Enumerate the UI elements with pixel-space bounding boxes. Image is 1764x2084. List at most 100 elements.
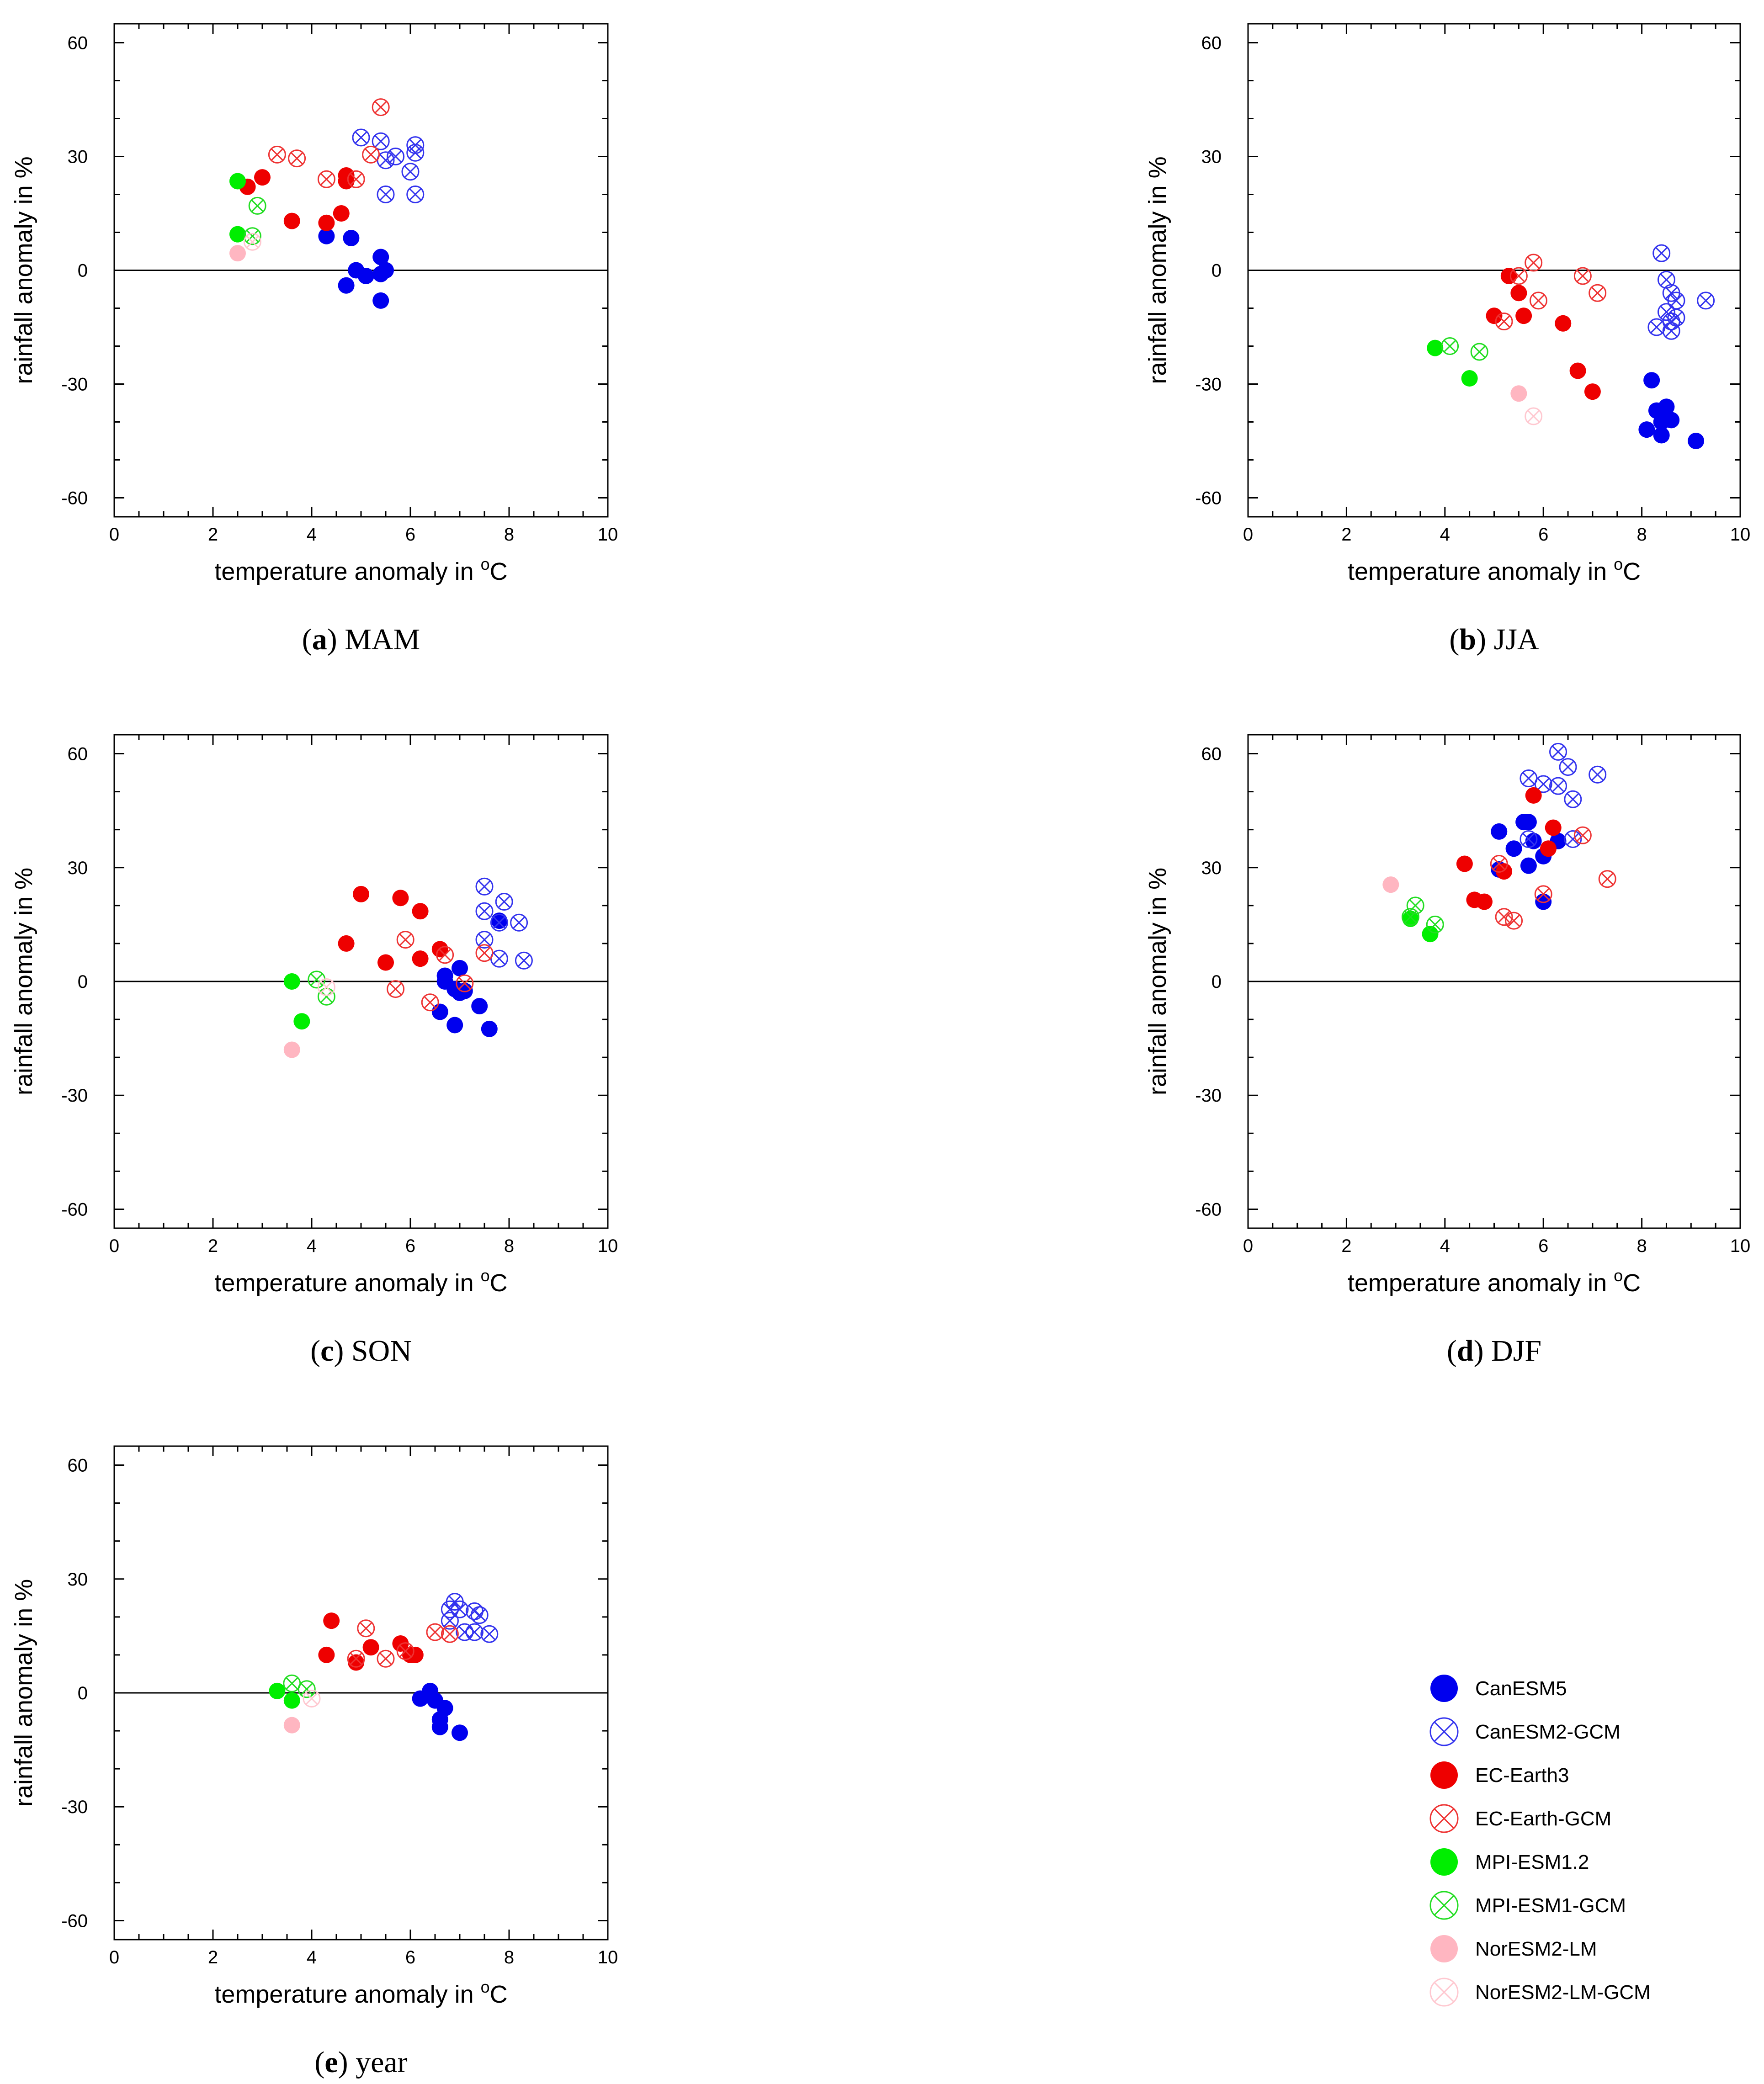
series-ec-earth-gcm [387,931,494,1012]
panel-a: 0 2 4 6 8 10 60 30 0 -30 -60 temperature anomaly in… [10,23,618,656]
panel-caption: (b) JJA [1449,623,1539,656]
series-canesm2-gcm [1520,742,1607,848]
legend-label: EC-Earth3 [1475,1764,1569,1787]
point-mpi-esm1-gcm [1470,343,1488,361]
legend-item-noresm2-lm: NorESM2-LM [1430,1935,1597,1962]
x-tick-label: 4 [307,1236,317,1256]
y-tick-label: 30 [1201,858,1222,878]
series-canesm5 [1638,372,1705,449]
y-axis-label: rainfall anomaly in % [10,1579,37,1807]
series-ec-earth3 [239,167,355,231]
series-noresm2-lm [1510,385,1527,402]
y-tick-label: 60 [68,1456,88,1476]
point-mpi-esm1.2 [229,173,246,190]
point-mpi-esm1.2 [1427,339,1444,356]
point-canesm2-gcm [490,913,508,932]
point-canesm2-gcm [1589,765,1607,784]
legend-item-noresm2-lm-gcm: NorESM2-LM-GCM [1429,1978,1651,2007]
point-canesm2-gcm [1520,769,1538,788]
x-tick-label: 4 [1440,525,1450,545]
series-canesm2-gcm [1647,244,1715,340]
point-noresm2-lm-gcm [303,1689,321,1708]
point-ec-earth3 [1555,315,1572,332]
y-tick-label: 0 [1211,972,1222,992]
x-axis-label: temperature anomaly in oC [1348,1266,1641,1297]
y-tick-label: -60 [1195,1199,1222,1220]
point-canesm2-gcm [475,902,494,920]
series-canesm5 [1491,814,1567,910]
panel-d: 0 2 4 6 8 10 60 30 0 -30 -60 temperature anomaly in… [1144,734,1750,1368]
series-mpi-esm1.2 [229,173,246,243]
panel-caption: (e) year [314,2046,407,2079]
point-ec-earth-gcm [475,944,494,962]
point-ec-earth-gcm [1589,284,1607,302]
point-noresm2-lm-gcm [317,978,335,996]
point-mpi-esm1-gcm [1401,908,1419,926]
y-tick-label: 60 [1201,744,1222,764]
point-canesm5 [1643,372,1660,389]
x-tick-label: 8 [504,525,514,545]
legend-item-mpi-esm1-gcm: MPI-ESM1-GCM [1429,1891,1626,1920]
point-ec-earth3 [338,935,355,952]
point-canesm2-gcm [441,1612,459,1630]
series-noresm2-lm-gcm [1525,407,1543,425]
point-canesm5 [1658,398,1675,415]
y-axis-label: rainfall anomaly in % [10,156,37,384]
point-ec-earth-gcm [421,993,439,1012]
point-ec-earth-gcm [288,149,306,168]
point-ec-earth3 [1540,840,1557,857]
point-canesm5 [452,960,468,976]
point-canesm5 [471,998,488,1014]
point-ec-earth3 [1525,787,1542,804]
point-mpi-esm1.2 [293,1013,310,1030]
point-ec-earth-gcm [317,170,335,188]
x-tick-label: 8 [1636,525,1647,545]
series-canesm5 [412,1682,468,1741]
point-noresm2-lm [1510,385,1527,402]
point-canesm2-gcm [470,1606,489,1624]
series-noresm2-lm [283,1041,300,1058]
point-ec-earth3 [333,205,350,222]
point-canesm2-gcm [387,148,405,165]
legend-item-ec-earth3: EC-Earth3 [1430,1761,1569,1789]
x-tick-label: 2 [208,525,218,545]
y-tick-label: 60 [1201,33,1222,53]
point-ec-earth-gcm [1534,885,1552,903]
point-ec-earth3 [1476,893,1493,910]
point-canesm2-gcm [1647,318,1666,336]
y-tick-label: 0 [78,972,88,992]
point-mpi-esm1.2 [1461,370,1478,387]
point-canesm5 [1663,412,1680,429]
point-canesm2-gcm [451,1600,469,1618]
panel-caption: (a) MAM [302,623,420,656]
x-tick-label: 6 [405,1236,415,1256]
point-ec-earth3 [407,1646,424,1663]
point-canesm2-gcm [456,1623,474,1641]
y-tick-label: -60 [61,1199,88,1220]
point-canesm5 [446,1017,463,1034]
y-tick-label: -30 [61,375,88,395]
panel-caption: (c) SON [310,1334,412,1368]
x-tick-label: 8 [1636,1236,1647,1256]
series-ec-earth-gcm [347,1619,459,1668]
point-ec-earth-gcm [268,145,286,164]
point-noresm2-lm-gcm [1525,407,1543,425]
series-noresm2-lm [283,1717,300,1734]
y-tick-label: -60 [61,488,88,509]
point-ec-earth3 [254,169,271,186]
y-tick-label: 30 [68,1570,88,1590]
point-ec-earth3 [377,954,394,971]
legend-label: MPI-ESM1.2 [1475,1851,1589,1873]
point-ec-earth-gcm [1525,254,1543,272]
point-ec-earth3 [412,903,429,920]
point-canesm5 [338,277,355,294]
point-ec-earth3 [412,950,429,967]
x-tick-label: 10 [598,525,618,545]
series-noresm2-lm [229,245,246,262]
x-axis-label: temperature anomaly in oC [214,1978,507,2008]
point-ec-earth-gcm [396,931,414,949]
point-noresm2-lm [283,1717,300,1734]
point-canesm2-gcm [1564,830,1582,848]
x-axis-label: temperature anomaly in oC [214,1266,507,1297]
